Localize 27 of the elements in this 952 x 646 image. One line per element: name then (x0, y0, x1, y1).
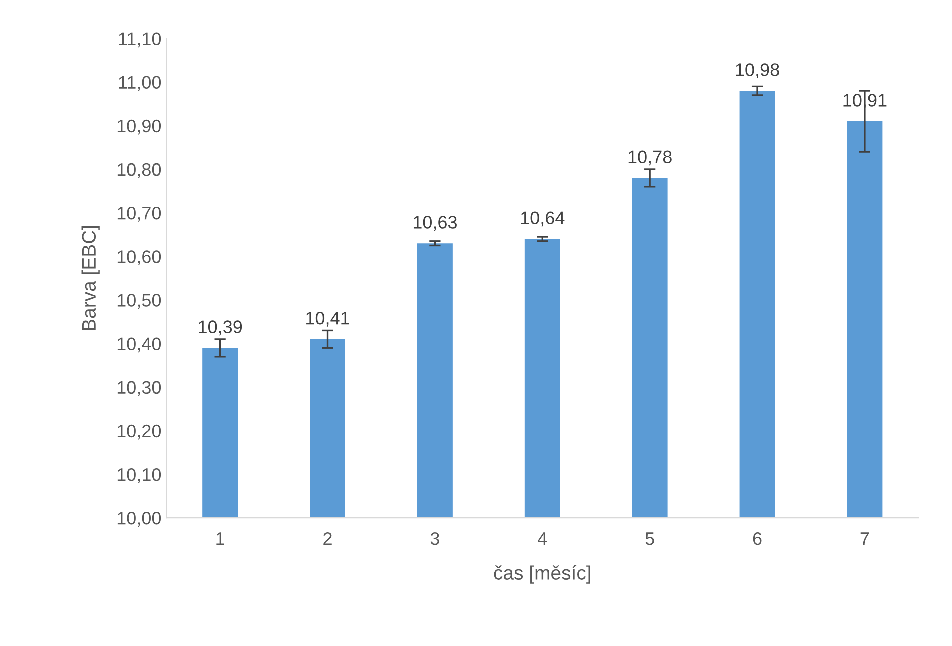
data-label: 10,63 (414, 216, 457, 232)
data-label: 10,39 (199, 320, 242, 336)
y-tick-label: 10,80 (118, 163, 162, 178)
data-label: 10,64 (521, 212, 565, 227)
y-tick-label: 10,10 (118, 468, 162, 484)
data-label: 10,78 (628, 150, 672, 166)
x-tick-label: 3 (430, 532, 440, 546)
y-tick-label: 11,10 (119, 32, 162, 48)
y-tick-label: 10,20 (118, 424, 162, 440)
data-label: 10,98 (736, 64, 780, 79)
data-label: 10,41 (306, 312, 350, 327)
y-tick-label: 10,70 (118, 206, 162, 222)
x-tick-label: 5 (646, 532, 654, 546)
y-axis-title: Barva [EBC] (82, 226, 100, 330)
x-tick-label: 7 (860, 532, 870, 546)
y-tick-label: 10,40 (118, 338, 162, 353)
y-tick-label: 10,30 (118, 381, 162, 396)
y-tick-label: 10,50 (118, 294, 162, 310)
x-tick-label: 4 (538, 532, 548, 546)
x-tick-label: 1 (216, 532, 224, 546)
y-tick-label: 10,60 (118, 250, 162, 266)
y-tick-label: 10,90 (118, 120, 162, 135)
y-tick-label: 10,00 (118, 512, 162, 527)
x-tick-label: 6 (753, 532, 762, 546)
x-axis-title: čas [měsíc] (494, 565, 590, 584)
y-tick-label: 11,00 (119, 76, 162, 92)
x-tick-label: 2 (324, 532, 332, 546)
